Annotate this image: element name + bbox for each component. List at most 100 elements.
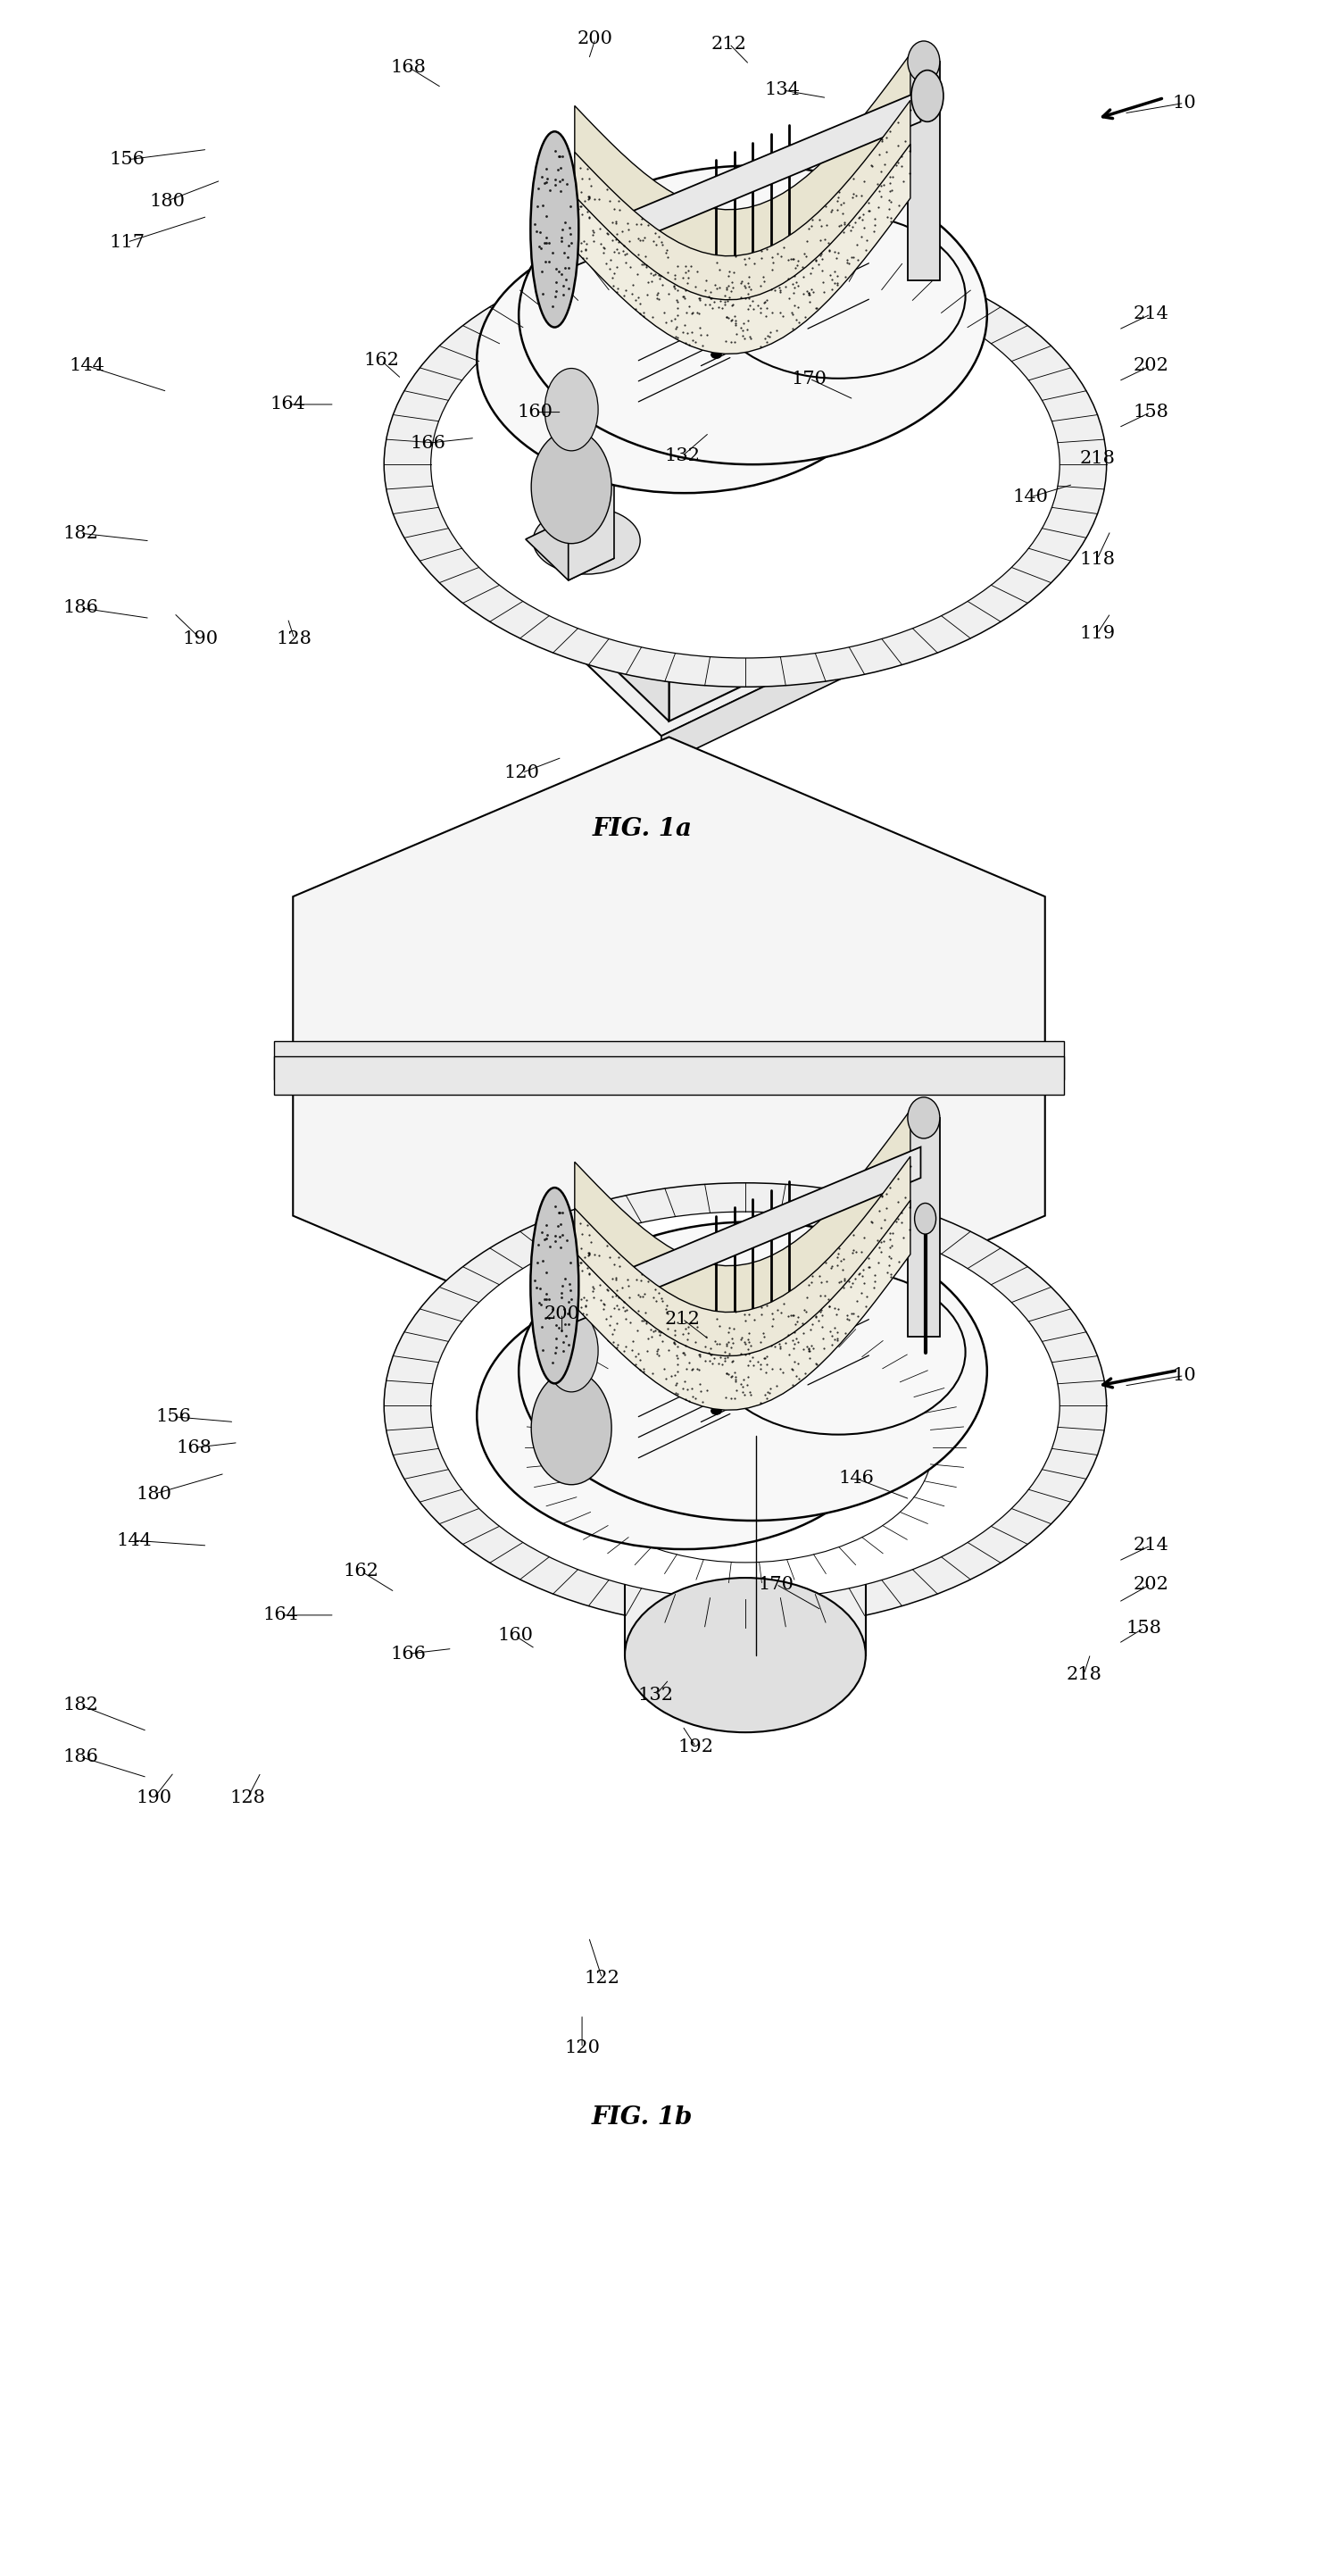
Point [688,294,709,335]
Point [842,206,863,247]
Point [801,247,823,289]
Point [879,170,900,211]
Point [834,204,855,245]
Point [784,1324,805,1365]
Point [666,1334,688,1376]
Point [716,296,737,337]
Point [602,258,624,299]
Point [587,1234,609,1275]
Point [666,1350,688,1391]
Ellipse shape [710,350,721,358]
Text: 158: 158 [1127,1620,1161,1636]
Text: 214: 214 [1133,1538,1168,1553]
Point [842,175,863,216]
Point [524,204,546,245]
Text: 134: 134 [765,82,800,98]
Point [557,162,578,204]
Point [823,232,844,273]
Point [700,1334,721,1376]
Point [575,1285,597,1327]
Point [781,1296,803,1337]
Point [769,1347,791,1388]
Point [843,173,864,214]
Point [542,286,563,327]
Point [717,296,739,337]
Point [862,1203,883,1244]
Point [571,1213,593,1255]
Point [637,273,658,314]
Polygon shape [575,1110,910,1316]
Point [851,1231,872,1273]
Point [775,1321,796,1363]
Point [555,1257,577,1298]
Point [636,247,657,289]
Point [822,1324,843,1365]
Point [735,1301,756,1342]
Point [551,137,573,178]
Point [549,137,570,178]
Point [787,1301,808,1342]
Point [545,160,566,201]
Point [725,1370,747,1412]
Point [657,252,678,294]
Point [716,268,737,309]
Point [664,1324,685,1365]
Point [720,322,741,363]
Point [629,294,650,335]
Point [721,263,743,304]
Point [842,1293,863,1334]
Point [767,1291,788,1332]
Point [891,1193,913,1234]
Point [799,1337,820,1378]
Ellipse shape [545,368,598,451]
Point [673,1360,694,1401]
Point [800,268,822,309]
Point [583,1267,605,1309]
Ellipse shape [545,1309,598,1391]
Point [820,1247,842,1288]
Point [704,1321,725,1363]
Point [784,1311,805,1352]
Text: 158: 158 [1133,404,1168,420]
Point [709,1321,731,1363]
Point [732,1365,753,1406]
Point [558,206,579,247]
Point [757,314,779,355]
Point [696,1370,717,1412]
Point [721,270,743,312]
Point [614,1298,636,1340]
Point [714,281,736,322]
Point [700,270,721,312]
Point [864,1260,886,1301]
Point [551,1193,573,1234]
Text: 144: 144 [116,1533,151,1548]
Point [760,1368,781,1409]
Polygon shape [669,1386,974,1548]
Point [811,1306,832,1347]
Point [577,1203,598,1244]
Point [559,1242,581,1283]
Point [553,273,574,314]
Text: 162: 162 [344,1564,379,1579]
Point [714,1340,736,1381]
Point [664,265,685,307]
Point [769,270,791,312]
Point [808,198,830,240]
Polygon shape [516,1239,974,1533]
Point [823,1288,844,1329]
Point [558,247,579,289]
Point [708,1342,729,1383]
Point [630,204,652,245]
Point [676,1347,697,1388]
Point [899,152,921,193]
Point [557,1293,578,1334]
Point [550,170,571,211]
Text: 200: 200 [545,1306,579,1321]
Point [878,188,899,229]
Text: 214: 214 [1133,307,1168,322]
Text: 132: 132 [665,448,700,464]
Point [783,1296,804,1337]
Point [666,294,688,335]
Point [641,1309,662,1350]
Point [656,1288,677,1329]
